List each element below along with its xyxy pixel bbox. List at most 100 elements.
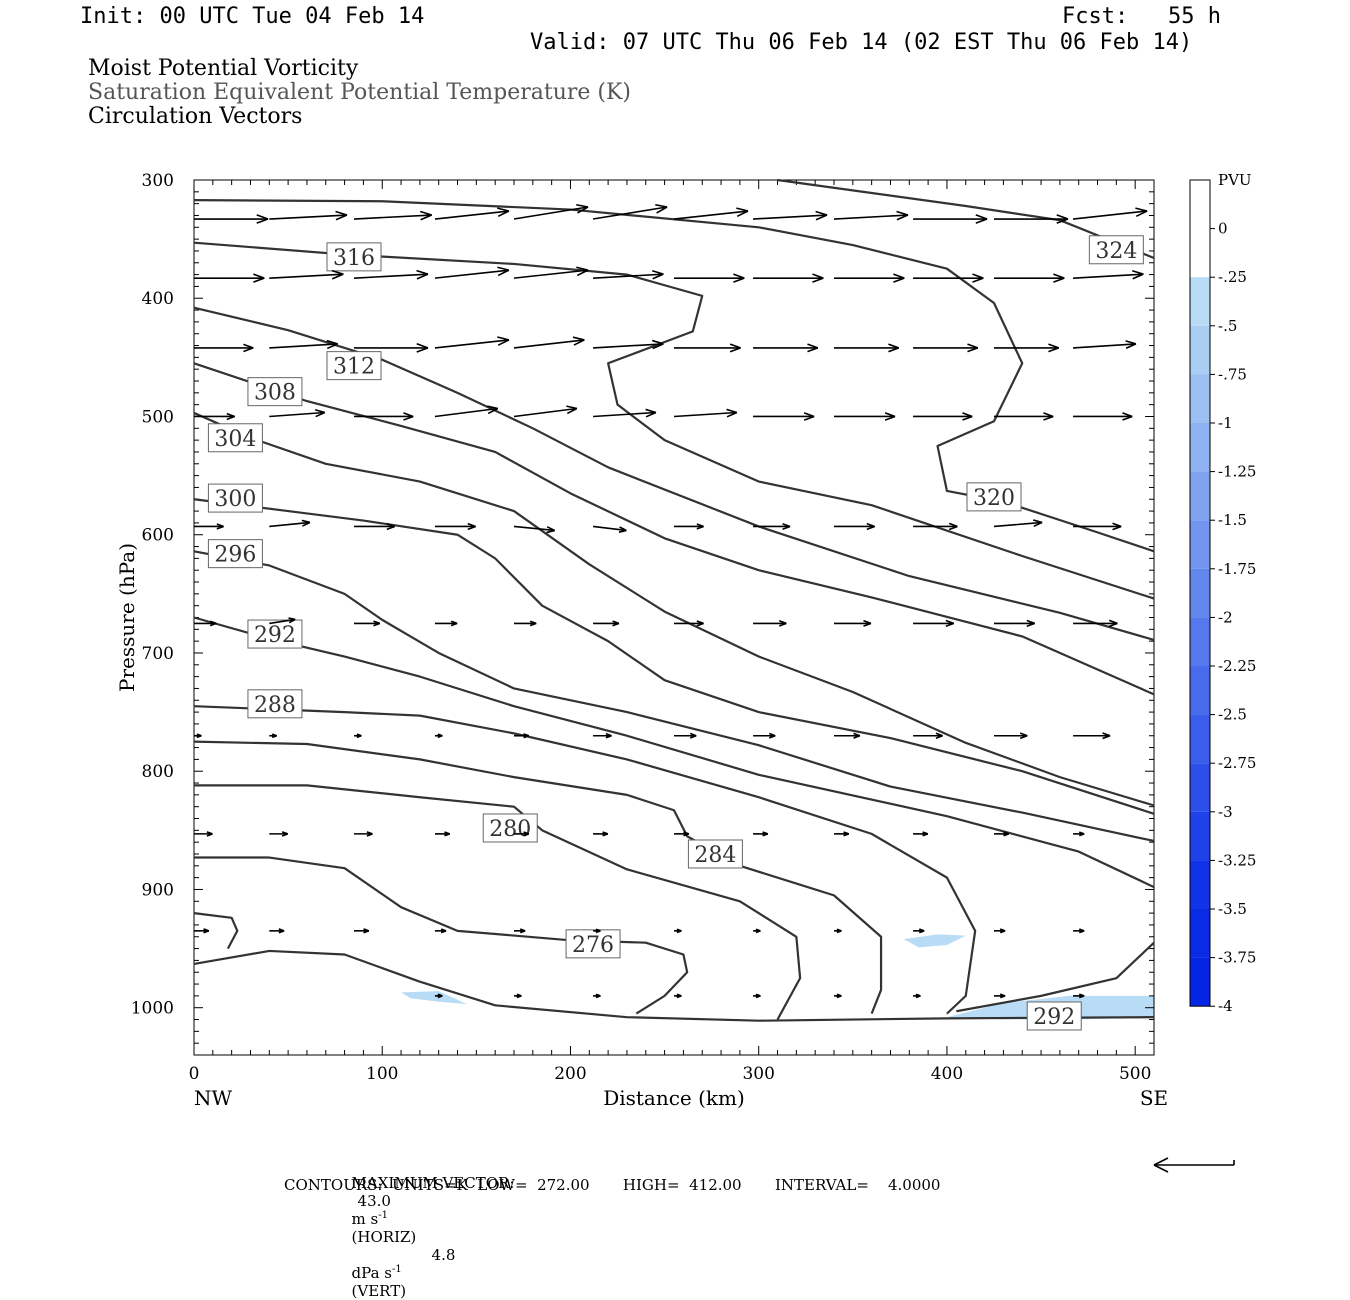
vector-stroke — [762, 831, 769, 835]
theta-es-contour — [193, 411, 1155, 807]
vector-stroke — [999, 928, 1006, 932]
circulation-vector — [913, 412, 973, 421]
vector-stroke — [656, 206, 668, 214]
vector-stroke — [437, 733, 443, 737]
vector-stroke — [1019, 734, 1028, 740]
max-vector-label: MAXIMUM VECTOR: — [351, 1174, 515, 1192]
circulation-vector — [514, 831, 530, 837]
vector-stroke — [803, 412, 815, 418]
vector-stroke — [683, 831, 690, 835]
vector-stroke — [853, 732, 861, 737]
colorbar-segment — [1190, 471, 1210, 521]
vector-stroke — [1053, 277, 1065, 283]
circulation-vector — [354, 620, 381, 627]
vector-stroke — [948, 522, 958, 528]
vector-stroke — [593, 411, 657, 418]
vector-stroke — [736, 207, 749, 212]
vector-stroke — [386, 522, 395, 528]
circulation-vector — [513, 336, 585, 349]
reference-vector-head — [1153, 1164, 1169, 1173]
vector-stroke — [1048, 347, 1060, 353]
vector-stroke — [972, 277, 984, 283]
contour-label: 276 — [572, 933, 614, 958]
colorbar-segment — [1190, 909, 1210, 958]
vector-stroke — [696, 620, 704, 625]
vector-stroke — [593, 273, 664, 279]
valid-time: Valid: 07 UTC Thu 06 Feb 14 (02 EST Thu … — [530, 30, 1193, 55]
vector-stroke — [999, 993, 1006, 997]
colorbar-segment — [1190, 763, 1210, 812]
vector-stroke — [733, 277, 745, 283]
circulation-vector — [1073, 270, 1144, 280]
circulation-vector — [753, 343, 819, 353]
circulation-vector — [593, 928, 601, 934]
vector-stroke — [256, 214, 269, 220]
vector-stroke — [645, 408, 657, 414]
circulation-vector — [753, 831, 769, 837]
circulation-vector — [1073, 340, 1137, 349]
colorbar-tick-label: -1.25 — [1218, 463, 1256, 481]
vector-stroke — [729, 343, 741, 349]
circulation-vector — [674, 620, 704, 627]
horiz-value: 43.0 — [357, 1192, 391, 1210]
vector-stroke — [467, 525, 476, 531]
circulation-vector — [354, 412, 414, 421]
vector-stroke — [782, 522, 791, 528]
vector-stroke — [592, 206, 668, 220]
vector-stroke — [893, 277, 905, 283]
colorbar-segment — [1190, 666, 1210, 715]
vector-stroke — [918, 928, 925, 932]
y-axis-label: Pressure (hPa) — [115, 543, 139, 692]
colorbar-tick-label: -2.5 — [1218, 706, 1247, 724]
circulation-vector — [834, 993, 842, 999]
contour-label-box — [247, 377, 303, 407]
circulation-vector — [834, 522, 875, 531]
colorbar-tick-label: 0 — [1218, 220, 1228, 238]
vector-stroke — [529, 620, 537, 625]
vector-stroke — [326, 339, 338, 345]
colorbar-segment — [1190, 568, 1210, 618]
contour-label-box — [565, 929, 621, 959]
y-tick-label: 700 — [142, 644, 174, 664]
vector-stroke — [652, 339, 664, 345]
circulation-vector — [434, 620, 458, 627]
circulation-vector — [833, 210, 909, 221]
vector-stroke — [922, 831, 929, 835]
contour-label-box — [247, 689, 303, 719]
vector-stroke — [420, 214, 433, 221]
vector-stroke — [753, 214, 828, 220]
contour-label-box — [1088, 235, 1144, 265]
circulation-vector — [913, 522, 958, 531]
x-axis-label: Distance (km) — [603, 1086, 745, 1110]
contour-label: 280 — [489, 817, 531, 842]
colorbar-segment — [1190, 228, 1210, 278]
theta-es-contour — [193, 498, 1155, 815]
circulation-vector — [593, 408, 657, 418]
theta-es-contour — [193, 241, 1155, 600]
vector-stroke — [546, 529, 555, 534]
circulation-vector — [513, 266, 589, 279]
colorbar-tick-label: -2.75 — [1218, 754, 1256, 772]
vector-stroke — [577, 206, 589, 214]
colorbar-tick-label: -3 — [1218, 803, 1233, 821]
vector-stroke — [1102, 732, 1111, 737]
circulation-vector — [194, 214, 269, 224]
vector-stroke — [676, 993, 682, 997]
circulation-vector — [434, 207, 510, 220]
circulation-vector — [1073, 619, 1118, 628]
vector-stroke — [778, 620, 787, 625]
circulation-vector — [354, 343, 429, 353]
vector-stroke — [513, 269, 589, 279]
circulation-vector — [834, 928, 842, 934]
contour-label: 320 — [973, 486, 1015, 511]
vector-stroke — [1056, 218, 1069, 224]
circulation-vector — [753, 732, 776, 739]
circulation-vector — [834, 619, 872, 627]
vector-stroke — [1056, 214, 1069, 220]
colorbar-unit: PVU — [1218, 171, 1252, 189]
vector-stroke — [815, 210, 828, 216]
circulation-vector — [194, 273, 265, 283]
vector-stroke — [434, 339, 510, 349]
vector-stroke — [363, 928, 370, 932]
vector-stroke — [301, 519, 311, 524]
